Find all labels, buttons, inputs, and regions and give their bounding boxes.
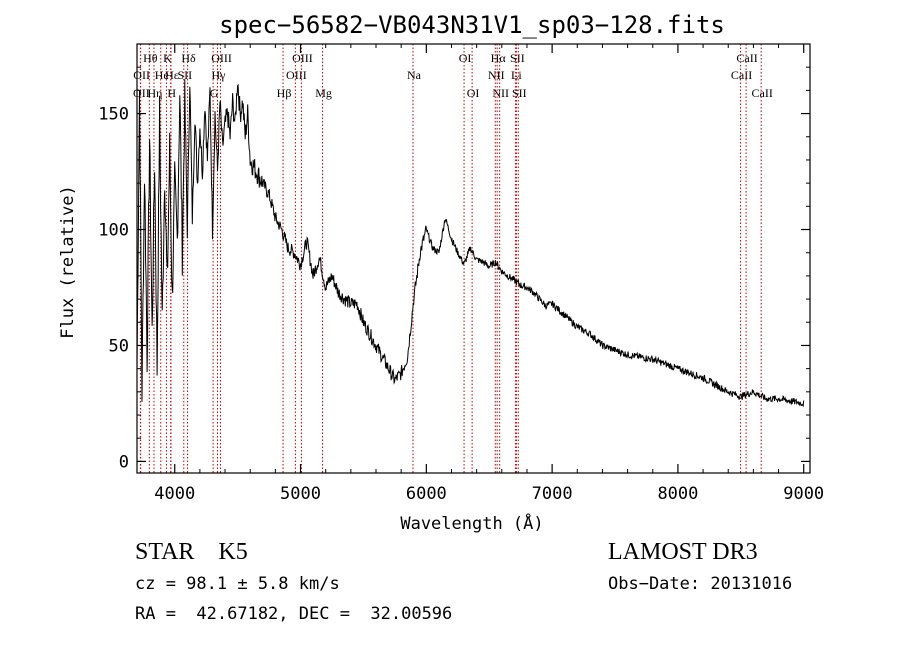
line-label-11: OIII: [211, 51, 232, 65]
spectrum-series: [136, 79, 805, 408]
line-label-22: Hα: [491, 51, 507, 65]
line-label-7: H: [167, 86, 176, 100]
y-axis-label: Flux (relative): [58, 185, 78, 339]
line-label-21: NII: [492, 86, 509, 100]
line-label-5: K: [163, 51, 172, 65]
line-label-3: Hη: [148, 86, 163, 100]
chart-title: spec−56582−VB043N31V1_sp03−128.fits: [219, 11, 725, 39]
axis-ticks: 4000 5000 6000 7000 8000 9000 0 50 100 150: [98, 44, 824, 504]
line-label-9: Hδ: [181, 51, 196, 65]
line-label-2: Hθ: [143, 51, 158, 65]
line-label-4: He: [155, 68, 169, 82]
line-label-27: CaII: [736, 51, 757, 65]
x-tick-label-3: 7000: [532, 484, 573, 504]
line-label-28: CaII: [752, 86, 773, 100]
line-label-16: Mg: [315, 86, 332, 100]
x-axis-label: Wavelength (Å): [400, 512, 543, 534]
y-tick-label-0: 0: [119, 452, 129, 472]
y-tick-label-1: 50: [109, 336, 129, 356]
object-class: STAR K5: [135, 539, 248, 565]
observation-date: Obs−Date: 20131016: [608, 574, 793, 594]
line-label-17: Na: [407, 68, 422, 82]
line-label-25: SII: [512, 86, 527, 100]
axes: [136, 43, 811, 474]
line-label-1: OII: [133, 68, 150, 82]
line-label-14: OIII: [286, 68, 307, 82]
redshift-velocity: cz = 98.1 ± 5.8 km/s: [135, 574, 340, 594]
line-label-23: Li: [511, 68, 522, 82]
line-label-12: Hγ: [212, 68, 227, 82]
y-tick-label-2: 100: [98, 221, 129, 241]
survey-name: LAMOST DR3: [608, 539, 758, 565]
line-label-19: OI: [467, 86, 480, 100]
line-label-13: Hβ: [277, 86, 292, 100]
x-tick-label-0: 4000: [154, 484, 195, 504]
line-label-15: OIII: [292, 51, 313, 65]
plot-frame: [136, 43, 811, 474]
line-label-24: SII: [510, 51, 525, 65]
line-label-20: NII: [488, 68, 505, 82]
emission-line-markers: OIIOIIHθHηHeKHεHSIIHδGOIIIHγHβOIIIOIIIMg…: [133, 44, 773, 473]
line-label-8: SII: [177, 68, 192, 82]
x-tick-label-2: 6000: [406, 484, 447, 504]
line-label-10: G: [210, 86, 219, 100]
line-label-26: CaII: [731, 68, 752, 82]
x-tick-label-4: 8000: [657, 484, 698, 504]
coordinates: RA = 42.67182, DEC = 32.00596: [135, 604, 453, 624]
x-tick-label-1: 5000: [280, 484, 321, 504]
line-label-6: Hε: [165, 68, 179, 82]
x-tick-label-5: 9000: [783, 484, 824, 504]
line-label-18: OI: [459, 51, 472, 65]
spectrum-line: [136, 79, 805, 408]
y-tick-label-3: 150: [98, 105, 129, 125]
